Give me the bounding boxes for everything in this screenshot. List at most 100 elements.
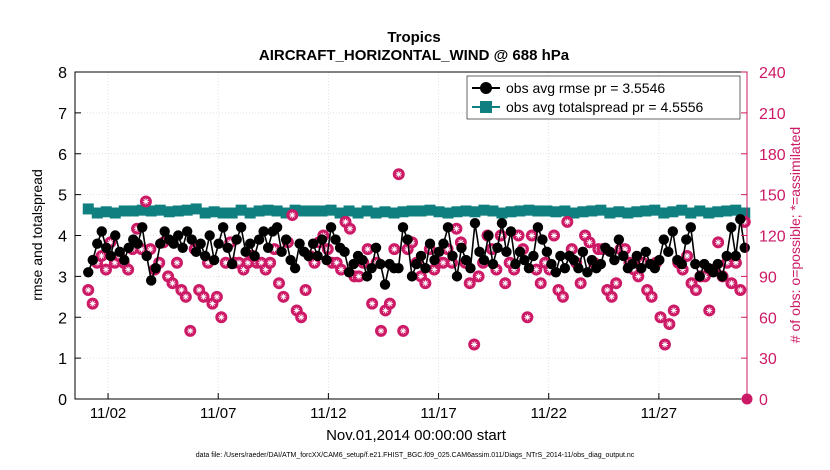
obs-point-assimilated [528, 232, 535, 239]
obs-count-series [82, 168, 753, 405]
obs-point-assimilated [147, 246, 154, 253]
rmse-point [658, 234, 670, 245]
x-tick-label: 11/27 [641, 405, 677, 422]
rmse-point [289, 263, 301, 274]
obs-point-assimilated [692, 287, 699, 293]
rmse-point [496, 218, 508, 229]
obs-point-assimilated [409, 239, 416, 246]
obs-point-assimilated [511, 266, 518, 273]
obs-point-assimilated [382, 307, 389, 314]
rmse-point [276, 246, 287, 258]
spread-point [91, 207, 103, 219]
rmse-point [222, 242, 233, 253]
legend-marker-spread [480, 101, 492, 113]
spread-point [100, 206, 112, 218]
rmse-point [640, 246, 652, 258]
rmse-point [253, 234, 265, 245]
spread-point [559, 205, 571, 217]
rmse-point [303, 250, 314, 262]
rmse-point [208, 254, 220, 266]
obs-point-assimilated [582, 232, 589, 239]
legend-marker-rmse [480, 82, 492, 94]
rmse-point [501, 246, 512, 258]
y-tick-label: 1 [58, 351, 67, 368]
spread-point [460, 205, 472, 217]
rmse-point [101, 242, 112, 253]
obs-point-assimilated [546, 266, 553, 273]
rmse-point [555, 250, 566, 262]
spread-point [604, 207, 616, 219]
obs-point-assimilated [453, 225, 460, 232]
y-tick-label: 7 [58, 106, 67, 123]
rmse-point [110, 230, 121, 241]
obs-point-assimilated [178, 287, 185, 293]
spread-point [235, 204, 247, 216]
spread-point [172, 205, 184, 217]
rmse-point [433, 246, 445, 258]
obs-point-assimilated [342, 218, 349, 225]
rmse-point [146, 275, 157, 286]
rmse-point [132, 238, 143, 249]
spread-point [217, 207, 229, 219]
obs-point-assimilated [85, 287, 92, 293]
y-tick-label: 5 [58, 188, 67, 205]
y-tick-label: 2 [58, 310, 67, 327]
obs-point-assimilated [262, 266, 269, 273]
y-tick-label: 0 [58, 392, 67, 409]
rmse-point [339, 246, 350, 258]
rmse-point [685, 222, 696, 233]
spread-point [667, 206, 679, 218]
obs-point-assimilated [205, 259, 212, 266]
rmse-point [627, 258, 638, 270]
rmse-point [249, 250, 260, 262]
rmse-point [505, 226, 517, 237]
obs-point-assimilated [213, 293, 220, 300]
spread-point [397, 206, 409, 218]
rmse-point [528, 250, 539, 262]
rmse-point [712, 258, 723, 270]
spread-point [424, 204, 436, 216]
obs-point-assimilated [497, 232, 504, 239]
obs-point-assimilated [466, 280, 473, 287]
y-tick-label: 6 [58, 147, 67, 164]
obs-point-assimilated [644, 287, 651, 293]
obs-point-assimilated [338, 266, 345, 273]
rmse-point [321, 254, 332, 266]
rmse-series [83, 213, 750, 290]
rmse-point [717, 271, 728, 282]
rmse-point [123, 242, 134, 253]
rmse-point [141, 250, 152, 262]
rmse-point [402, 234, 413, 245]
x-tick-label: 11/12 [310, 405, 346, 422]
spread-point [208, 206, 220, 218]
obs-point-assimilated [688, 280, 695, 287]
obs-point-assimilated [524, 314, 531, 321]
obs-point-assimilated [635, 273, 642, 280]
obs-point-assimilated [222, 259, 229, 266]
obs-point-assimilated [386, 300, 393, 307]
obs-point-assimilated [267, 259, 274, 266]
obs-point-assimilated [355, 273, 362, 280]
obs-point-assimilated [728, 280, 735, 287]
rmse-point [613, 234, 625, 245]
spread-point [496, 207, 508, 219]
rmse-point [739, 242, 750, 253]
spread-point [523, 204, 535, 216]
obs-point-assimilated [568, 246, 575, 253]
obs-point-assimilated [732, 259, 739, 266]
spread-point [244, 207, 256, 219]
rmse-point [721, 250, 732, 262]
spread-point [109, 207, 121, 219]
x-tick-label: 11/17 [420, 405, 456, 422]
obs-point-assimilated [369, 300, 376, 307]
rmse-point [186, 234, 197, 245]
obs-point-assimilated [586, 239, 593, 246]
obs-point-assimilated [209, 300, 216, 307]
spread-point [199, 207, 211, 219]
spread-point [532, 205, 544, 217]
rmse-point [447, 250, 458, 262]
spread-point [316, 205, 328, 217]
y-tick-label-right: 30 [759, 351, 777, 368]
spread-point [325, 204, 337, 216]
rmse-point [195, 238, 206, 249]
